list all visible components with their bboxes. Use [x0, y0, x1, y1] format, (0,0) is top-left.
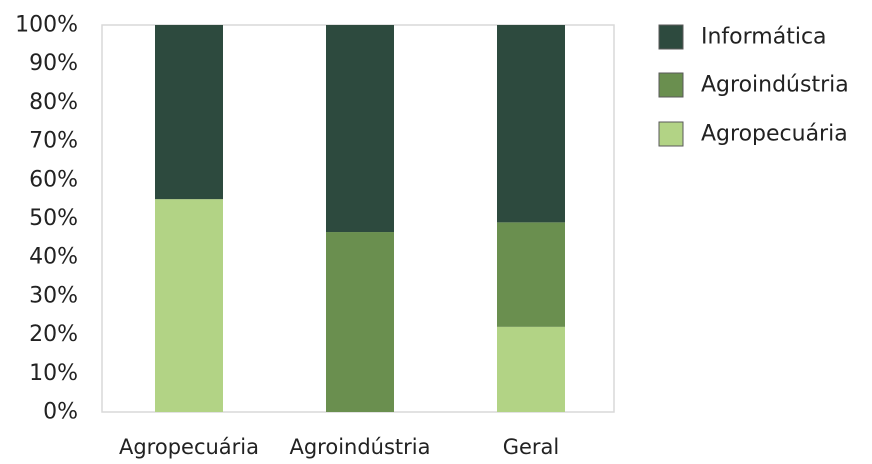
y-tick-label: 60% [29, 167, 78, 192]
bar-segment [497, 326, 565, 412]
y-tick-label: 70% [29, 129, 78, 154]
bars-group [155, 25, 565, 412]
x-tick-label: Agropecuária [119, 435, 259, 459]
legend-label: Agroindústria [701, 73, 849, 98]
bar-segment [497, 222, 565, 327]
y-axis: 0% 10% 20% 30% 40% 50% 60% 70% 80% 90% 100% [15, 13, 78, 425]
y-tick-label: 0% [43, 400, 78, 425]
y-tick-label: 50% [29, 206, 78, 231]
bar-segment [326, 25, 394, 233]
bar-segment [155, 25, 223, 200]
bar-segment [326, 232, 394, 412]
legend-swatch [658, 72, 684, 98]
y-tick-label: 30% [29, 283, 78, 308]
x-axis: Agropecuária Agroindústria Geral [119, 435, 559, 459]
bar-segment [497, 25, 565, 223]
legend-swatch [658, 121, 684, 147]
bar-segment [155, 199, 223, 412]
y-tick-label: 20% [29, 322, 78, 347]
y-tick-label: 10% [29, 361, 78, 386]
x-tick-label: Agroindústria [289, 435, 430, 459]
legend: Informática Agroindústria Agropecuária [658, 24, 849, 147]
y-tick-label: 80% [29, 90, 78, 115]
legend-label: Informática [701, 25, 827, 50]
legend-label: Agropecuária [701, 122, 848, 147]
legend-swatch [658, 24, 684, 50]
x-tick-label: Geral [503, 435, 560, 459]
y-tick-label: 90% [29, 51, 78, 76]
y-tick-label: 40% [29, 245, 78, 270]
y-tick-label: 100% [15, 13, 78, 38]
